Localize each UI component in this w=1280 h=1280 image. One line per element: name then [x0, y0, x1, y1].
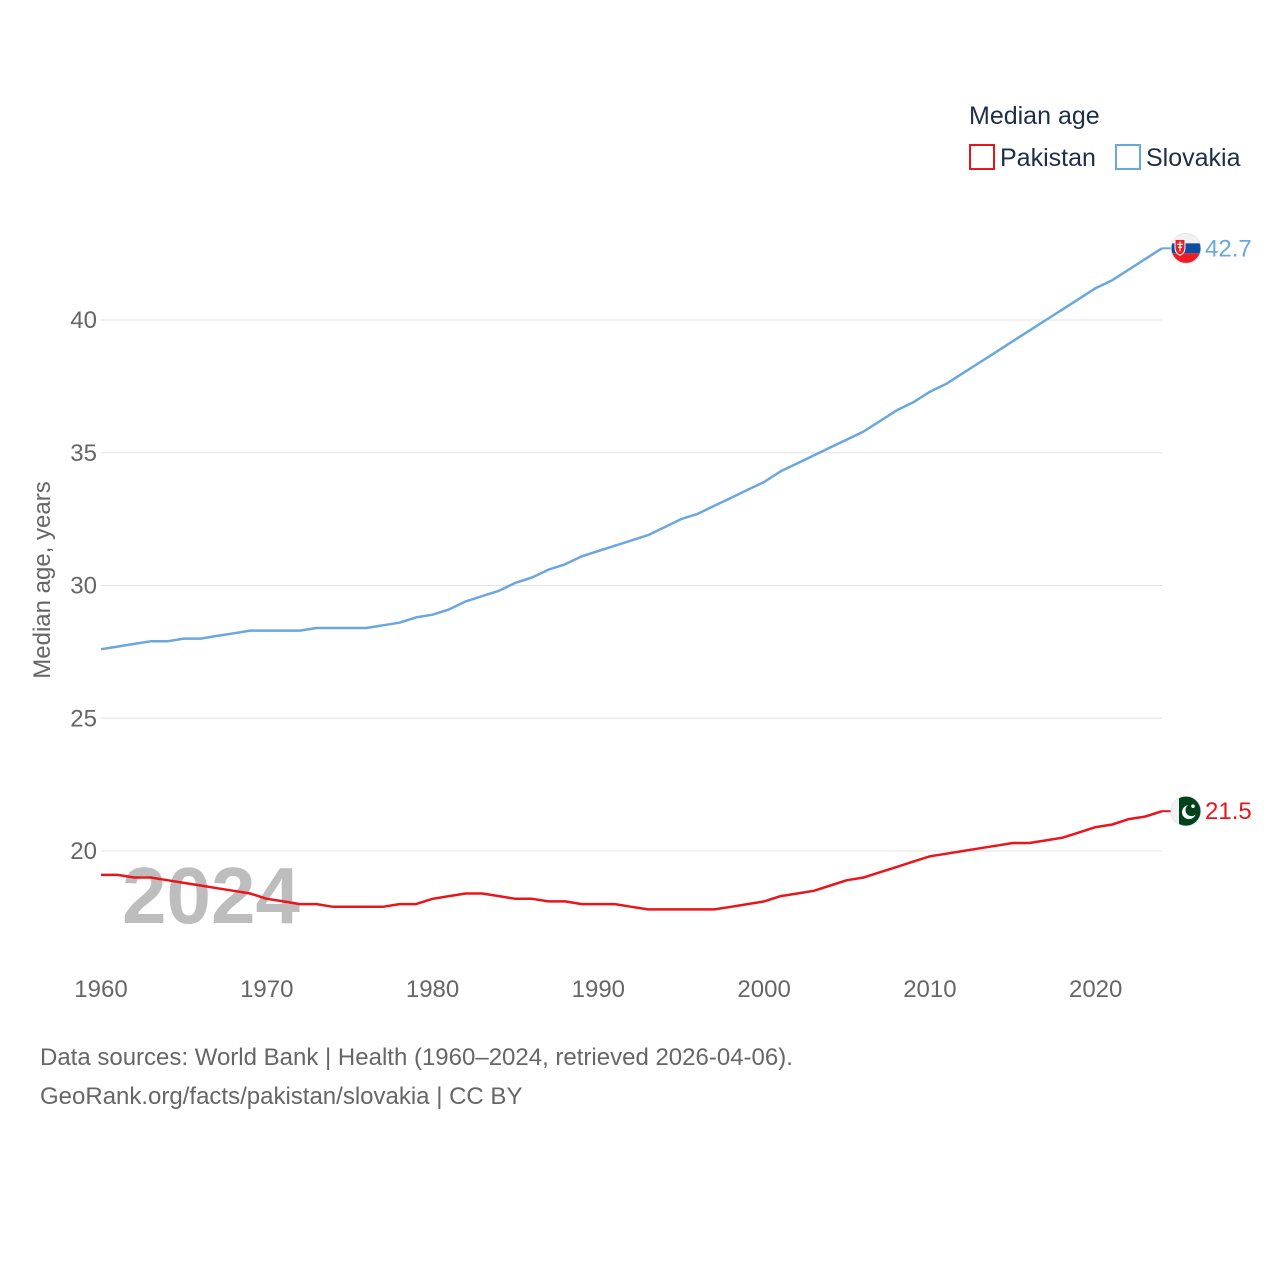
grid-lines	[101, 319, 1162, 852]
attribution-text: GeoRank.org/facts/pakistan/slovakia | CC…	[40, 1083, 523, 1110]
y-tick-label: 40	[70, 307, 97, 334]
x-axis-ticks: 1960 1970 1980 1990 2000 2010 2020	[74, 976, 1122, 1003]
legend-swatch-pakistan	[969, 144, 995, 170]
legend: Median age Pakistan Slovakia	[969, 102, 1241, 172]
y-axis-ticks: 20 25 30 35 40	[70, 307, 97, 865]
slovakia-flag-icon	[1170, 232, 1202, 264]
x-tick-label: 2010	[903, 976, 956, 1003]
legend-label-pakistan: Pakistan	[1000, 144, 1096, 172]
legend-item-slovakia[interactable]: Slovakia	[1115, 144, 1241, 172]
x-tick-label: 1960	[74, 976, 127, 1003]
y-tick-label: 20	[70, 838, 97, 865]
y-axis-title: Median age, years	[29, 481, 56, 678]
x-tick-label: 2020	[1069, 976, 1122, 1003]
x-tick-label: 2000	[737, 976, 790, 1003]
data-sources-text: Data sources: World Bank | Health (1960–…	[40, 1044, 793, 1071]
y-tick-label: 25	[70, 705, 97, 732]
x-tick-label: 1970	[240, 976, 293, 1003]
legend-swatch-slovakia	[1115, 144, 1141, 170]
pakistan-flag-icon	[1170, 795, 1202, 827]
x-tick-label: 1990	[572, 976, 625, 1003]
end-value-label-slovakia: 42.7	[1205, 235, 1252, 262]
current-year-watermark: 2024	[122, 851, 300, 940]
legend-item-pakistan[interactable]: Pakistan	[969, 144, 1096, 172]
y-tick-label: 30	[70, 573, 97, 600]
series-line-pakistan[interactable]	[101, 810, 1163, 911]
end-markers: 21.5 42.7	[1162, 232, 1252, 827]
series-lines	[100, 247, 1163, 911]
series-line-slovakia[interactable]	[100, 247, 1163, 651]
end-value-label-pakistan: 21.5	[1205, 798, 1252, 825]
legend-title: Median age	[969, 102, 1100, 130]
legend-label-slovakia: Slovakia	[1146, 144, 1241, 172]
y-tick-label: 35	[70, 440, 97, 467]
x-tick-label: 1980	[406, 976, 459, 1003]
